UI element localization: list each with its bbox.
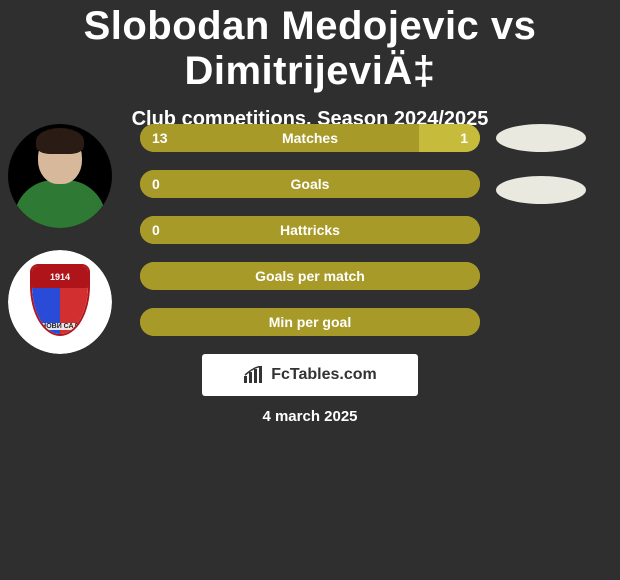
stat-bar: 0Hattricks — [140, 216, 480, 244]
bar-chart-icon — [243, 366, 265, 384]
club-shield: 1914 НОВИ САД — [30, 264, 90, 336]
badge-text: НОВИ САД — [32, 323, 88, 330]
stat-metric-label: Min per goal — [140, 308, 480, 336]
player1-hair — [36, 128, 84, 154]
page-title: Slobodan Medojevic vs DimitrijeviÄ‡ — [0, 0, 620, 94]
brand-box: FcTables.com — [202, 354, 418, 396]
stat-bar: Min per goal — [140, 308, 480, 336]
side-ellipses — [496, 124, 596, 228]
side-ellipse — [496, 124, 586, 152]
stat-metric-label: Hattricks — [140, 216, 480, 244]
badge-year: 1914 — [32, 266, 88, 288]
comparison-bars: 131Matches 0Goals 0Hattricks Goals per matc… — [140, 124, 480, 354]
player1-club-badge: 1914 НОВИ САД — [8, 250, 112, 354]
stat-bar: 0Goals — [140, 170, 480, 198]
stat-metric-label: Matches — [140, 124, 480, 152]
stat-bar: Goals per match — [140, 262, 480, 290]
stat-metric-label: Goals per match — [140, 262, 480, 290]
comparison-canvas: Slobodan Medojevic vs DimitrijeviÄ‡ Club… — [0, 0, 620, 580]
stat-metric-label: Goals — [140, 170, 480, 198]
portraits-column: 1914 НОВИ САД — [8, 124, 118, 376]
stat-bar: 131Matches — [140, 124, 480, 152]
player1-shirt — [14, 180, 106, 228]
player1-portrait — [8, 124, 112, 228]
side-ellipse — [496, 176, 586, 204]
footer-date: 4 march 2025 — [0, 408, 620, 425]
brand-text: FcTables.com — [271, 366, 377, 384]
